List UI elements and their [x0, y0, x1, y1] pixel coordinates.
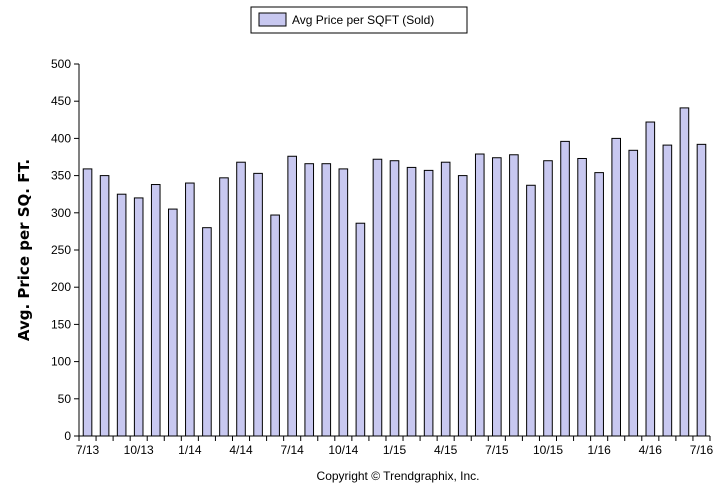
y-tick-label: 500	[51, 57, 71, 71]
bar-4-14	[236, 161, 246, 437]
bar-8-13	[99, 175, 110, 437]
bar-12-14	[372, 158, 383, 437]
bar-6-14	[270, 214, 280, 437]
y-tick-label: 350	[51, 169, 71, 183]
x-tick-label: 1/14	[178, 443, 202, 457]
bar-11-13	[150, 184, 161, 437]
bar-12-13	[168, 208, 178, 437]
x-tick-label: 7/14	[280, 443, 304, 457]
y-tick-label: 250	[51, 243, 71, 257]
bar-3-16	[628, 149, 639, 437]
bar-11-14	[355, 222, 366, 437]
y-axis-title: Avg. Price per SQ. FT.	[15, 159, 33, 341]
bar-2-14	[202, 227, 212, 437]
bar-7-14	[287, 155, 297, 437]
bar-10-14	[338, 168, 349, 437]
bar-8-14	[304, 163, 315, 437]
legend: Avg Price per SQFT (Sold)	[250, 6, 468, 34]
bar-4-16	[645, 121, 656, 437]
x-tick-label: 4/14	[229, 443, 253, 457]
x-tick-label: 4/15	[434, 443, 458, 457]
bar-1-15	[389, 160, 400, 437]
bar-7-16	[696, 143, 707, 437]
y-axis: 0 50 100 150 200 250 300 350 400 450 500	[51, 57, 80, 443]
bar-10-15	[543, 160, 553, 437]
bar-1-16	[594, 172, 604, 437]
bar-11-15	[560, 140, 570, 437]
bar-9-14	[321, 163, 332, 437]
x-tick-label: 10/13	[124, 443, 154, 457]
bar-3-15	[423, 169, 434, 437]
legend-label: Avg Price per SQFT (Sold)	[292, 13, 434, 27]
y-tick-label: 100	[51, 355, 71, 369]
x-tick-label: 1/15	[383, 443, 407, 457]
x-axis: 7/13 10/13 1/14 4/14 7/14 10/14 1/15 4/15 7/15 10…	[76, 435, 714, 457]
bar-3-14	[219, 177, 229, 437]
legend-box	[250, 6, 468, 34]
y-tick-label: 400	[51, 131, 71, 145]
x-tick-label: 7/16	[690, 443, 714, 457]
y-tick-label: 0	[64, 429, 71, 443]
y-tick-label: 300	[51, 206, 71, 220]
legend-swatch	[258, 12, 287, 27]
x-tick-label: 4/16	[639, 443, 663, 457]
bar-2-15	[406, 166, 417, 437]
x-tick-label: 7/13	[76, 443, 100, 457]
bar-1-14	[185, 182, 195, 437]
y-tick-label: 50	[58, 392, 72, 406]
y-tick-label: 450	[51, 94, 71, 108]
bars-group	[82, 107, 707, 437]
bar-6-16	[679, 107, 690, 437]
y-tick-label: 150	[51, 317, 71, 331]
bar-5-14	[253, 172, 263, 437]
bar-12-15	[577, 157, 587, 437]
copyright-text: Copyright © Trendgraphix, Inc.	[317, 469, 480, 483]
x-tick-label: 7/15	[485, 443, 509, 457]
bar-10-13	[133, 197, 144, 437]
bar-4-15	[440, 161, 451, 437]
bar-9-15	[526, 184, 536, 437]
x-tick-label: 1/16	[587, 443, 611, 457]
x-tick-label: 10/14	[328, 443, 358, 457]
bar-5-15	[457, 175, 468, 437]
bar-6-15	[474, 153, 485, 437]
x-tick-label: 10/15	[533, 443, 563, 457]
bar-2-16	[611, 137, 622, 437]
bar-9-13	[116, 193, 127, 437]
bar-7-15	[492, 157, 502, 437]
bar-8-15	[509, 154, 519, 437]
bar-5-16	[662, 144, 673, 437]
bar-7-13	[82, 168, 93, 437]
y-tick-label: 200	[51, 280, 71, 294]
